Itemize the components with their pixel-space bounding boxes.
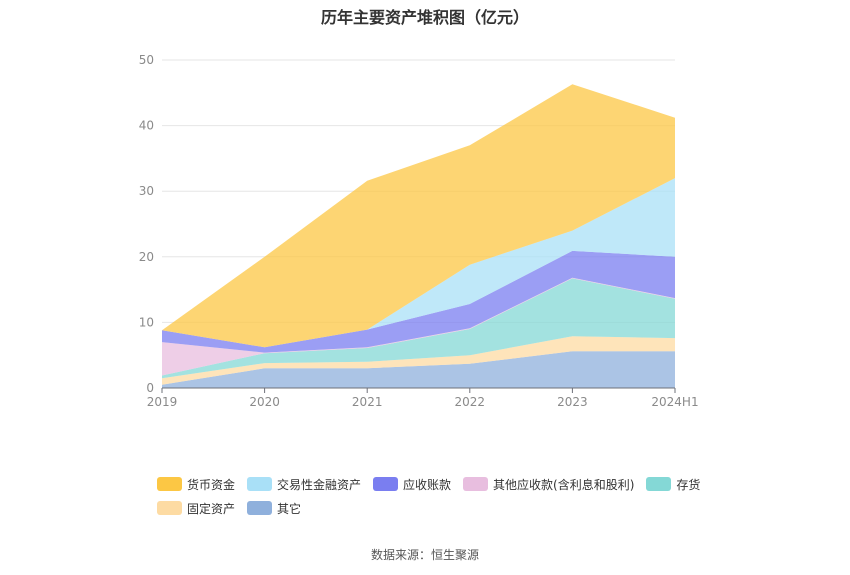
- legend-swatch: [373, 477, 399, 491]
- legend-label: 存货: [676, 477, 701, 492]
- x-tick-label: 2020: [249, 395, 280, 409]
- x-tick-label: 2023: [557, 395, 588, 409]
- y-tick-label: 40: [139, 119, 154, 133]
- source-text: 数据来源：恒生聚源: [370, 548, 479, 562]
- legend-label: 其它: [277, 501, 302, 516]
- legend-label: 固定资产: [187, 501, 236, 516]
- area-4: [162, 250, 675, 353]
- legend-item[interactable]: 固定资产: [157, 500, 235, 517]
- x-tick-label: 2024H1: [651, 395, 698, 409]
- area-series: [162, 84, 675, 388]
- area-0: [162, 351, 675, 388]
- x-tick-label: 2021: [352, 395, 383, 409]
- y-tick-label: 20: [139, 250, 154, 264]
- y-tick-label: 50: [139, 53, 154, 67]
- legend-swatch: [157, 477, 182, 491]
- x-tick-label: 2019: [147, 395, 178, 409]
- legend-label: 货币资金: [187, 477, 236, 492]
- legend-swatch: [463, 477, 489, 491]
- y-tick-label: 0: [146, 381, 154, 395]
- y-tick-label: 30: [139, 184, 154, 198]
- legend-swatch: [247, 477, 273, 491]
- legend-row: 固定资产 其它: [157, 496, 717, 520]
- area-1: [162, 336, 675, 385]
- y-tick-label: 10: [139, 315, 154, 329]
- chart-title: 历年主要资产堆积图（亿元）: [320, 8, 529, 27]
- legend-item[interactable]: 货币资金: [157, 476, 235, 493]
- legend-item[interactable]: 应收账款: [373, 476, 451, 493]
- legend-label: 其他应收款(含利息和股利): [493, 477, 635, 492]
- legend-item[interactable]: 交易性金融资产: [247, 476, 361, 493]
- legend-swatch: [646, 477, 672, 491]
- area-2: [162, 278, 675, 379]
- area-5: [162, 178, 675, 348]
- legend-label: 应收账款: [403, 477, 452, 492]
- x-tick-label: 2022: [455, 395, 486, 409]
- legend-swatch: [247, 501, 273, 515]
- legend-item[interactable]: 其它: [247, 500, 301, 517]
- legend: 货币资金 交易性金融资产 应收账款 其他应收款(含利息和股利) 存货固定资产 其它: [157, 472, 717, 520]
- axes: 0 10 20 30 40 50 2019 2020 2021 2022 2023 2024H1: [139, 53, 699, 409]
- area-6: [162, 84, 675, 348]
- legend-label: 交易性金融资产: [277, 477, 362, 492]
- legend-row: 货币资金 交易性金融资产 应收账款 其他应收款(含利息和股利) 存货: [157, 472, 717, 496]
- legend-item[interactable]: 其他应收款(含利息和股利): [463, 476, 634, 493]
- legend-item[interactable]: 存货: [646, 476, 700, 493]
- legend-swatch: [157, 501, 182, 515]
